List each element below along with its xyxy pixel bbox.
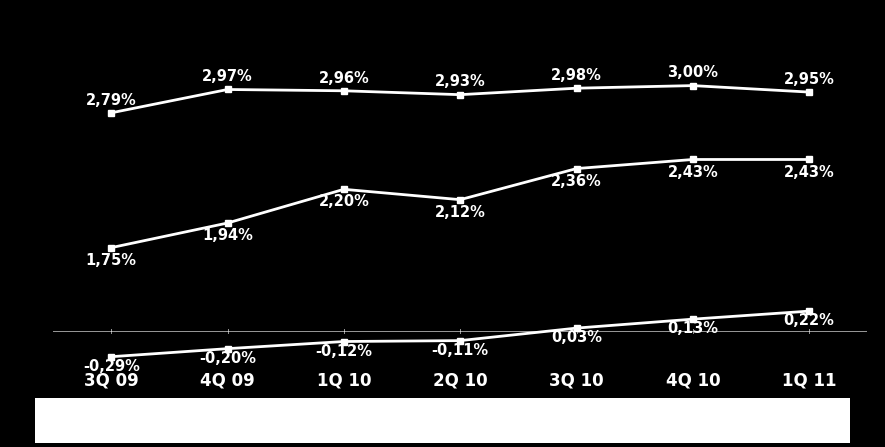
- Text: 3,00%: 3,00%: [667, 65, 719, 80]
- Text: 1,94%: 1,94%: [202, 228, 253, 243]
- Text: 2,43%: 2,43%: [784, 164, 835, 180]
- Text: 2,96%: 2,96%: [319, 71, 369, 86]
- Text: 0,13%: 0,13%: [667, 321, 719, 337]
- Text: 1Q 11: 1Q 11: [781, 372, 836, 390]
- Text: -0,11%: -0,11%: [432, 343, 489, 358]
- Text: 2,93%: 2,93%: [435, 75, 486, 89]
- Text: 0,22%: 0,22%: [784, 313, 835, 329]
- Text: -0,12%: -0,12%: [315, 344, 373, 359]
- Text: -0,20%: -0,20%: [199, 351, 256, 366]
- Text: 2Q 10: 2Q 10: [433, 372, 488, 390]
- Text: 2,36%: 2,36%: [551, 174, 602, 189]
- Text: 2,43%: 2,43%: [667, 164, 719, 180]
- Text: 3Q 10: 3Q 10: [550, 372, 604, 390]
- Text: 4Q 09: 4Q 09: [200, 372, 255, 390]
- Text: 2,95%: 2,95%: [784, 72, 835, 87]
- Text: -0,29%: -0,29%: [83, 359, 140, 374]
- Text: 4Q 10: 4Q 10: [666, 372, 720, 390]
- Text: 2,97%: 2,97%: [202, 69, 253, 84]
- Text: 1,75%: 1,75%: [86, 253, 137, 268]
- Text: 2,12%: 2,12%: [435, 205, 486, 220]
- Text: 2,20%: 2,20%: [319, 194, 369, 210]
- Text: 2,79%: 2,79%: [86, 93, 136, 108]
- Text: 3Q 09: 3Q 09: [84, 372, 139, 390]
- Text: 0,03%: 0,03%: [551, 330, 602, 346]
- Text: 2,98%: 2,98%: [551, 68, 602, 83]
- Text: 1Q 10: 1Q 10: [317, 372, 371, 390]
